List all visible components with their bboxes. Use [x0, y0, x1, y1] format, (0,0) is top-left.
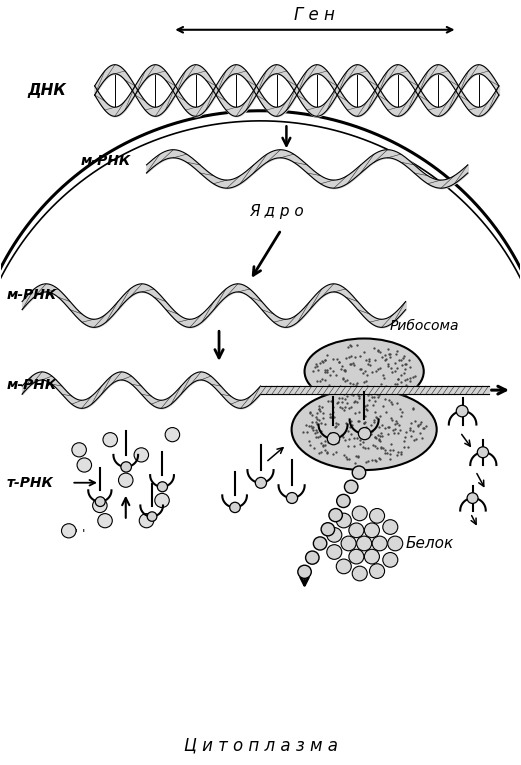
Circle shape [456, 405, 468, 417]
Circle shape [327, 528, 342, 542]
Circle shape [358, 428, 371, 440]
Text: Рибосома: Рибосома [390, 320, 460, 334]
Text: Я д р о: Я д р о [249, 204, 303, 220]
Circle shape [341, 536, 356, 551]
Circle shape [306, 551, 319, 565]
Circle shape [329, 509, 342, 522]
Circle shape [344, 480, 358, 493]
Circle shape [103, 433, 117, 447]
Circle shape [336, 559, 351, 574]
Circle shape [388, 536, 403, 551]
Circle shape [313, 537, 327, 550]
Circle shape [118, 473, 133, 487]
Circle shape [61, 524, 76, 538]
Circle shape [77, 458, 92, 472]
Circle shape [255, 477, 267, 488]
Circle shape [364, 523, 379, 538]
Circle shape [357, 536, 371, 551]
Circle shape [467, 493, 478, 503]
Text: Ц и т о п л а з м а: Ц и т о п л а з м а [183, 737, 338, 755]
Text: Белок: Белок [406, 536, 454, 551]
Text: т-РНК: т-РНК [7, 476, 54, 490]
Text: ' ' ': ' ' ' [67, 529, 86, 542]
Text: м-РНК: м-РНК [7, 288, 57, 302]
Circle shape [327, 433, 340, 444]
Circle shape [121, 462, 131, 472]
Circle shape [147, 512, 157, 521]
Circle shape [321, 522, 334, 535]
Circle shape [98, 513, 113, 528]
Ellipse shape [305, 338, 424, 404]
Ellipse shape [292, 389, 437, 470]
Circle shape [372, 536, 387, 551]
Text: Г е н: Г е н [294, 5, 336, 24]
Circle shape [336, 513, 351, 528]
Circle shape [95, 496, 105, 506]
Circle shape [352, 506, 367, 521]
Circle shape [383, 519, 398, 535]
Circle shape [93, 499, 107, 513]
Circle shape [364, 549, 379, 564]
Circle shape [352, 466, 366, 479]
Circle shape [383, 552, 398, 567]
Circle shape [327, 545, 342, 559]
Circle shape [477, 447, 489, 457]
Circle shape [139, 513, 154, 528]
Circle shape [157, 482, 168, 492]
Circle shape [352, 566, 367, 581]
Circle shape [369, 509, 384, 523]
Circle shape [298, 565, 311, 578]
Text: м-РНК: м-РНК [81, 155, 131, 168]
Circle shape [230, 503, 240, 513]
Circle shape [134, 448, 148, 462]
Circle shape [349, 523, 364, 538]
Circle shape [165, 428, 180, 441]
Text: м-РНК: м-РНК [7, 378, 57, 392]
Circle shape [155, 493, 169, 507]
Circle shape [287, 493, 297, 503]
Circle shape [337, 494, 350, 507]
Circle shape [349, 549, 364, 564]
Circle shape [72, 443, 86, 457]
Circle shape [369, 564, 384, 578]
Text: ДНК: ДНК [27, 83, 66, 98]
